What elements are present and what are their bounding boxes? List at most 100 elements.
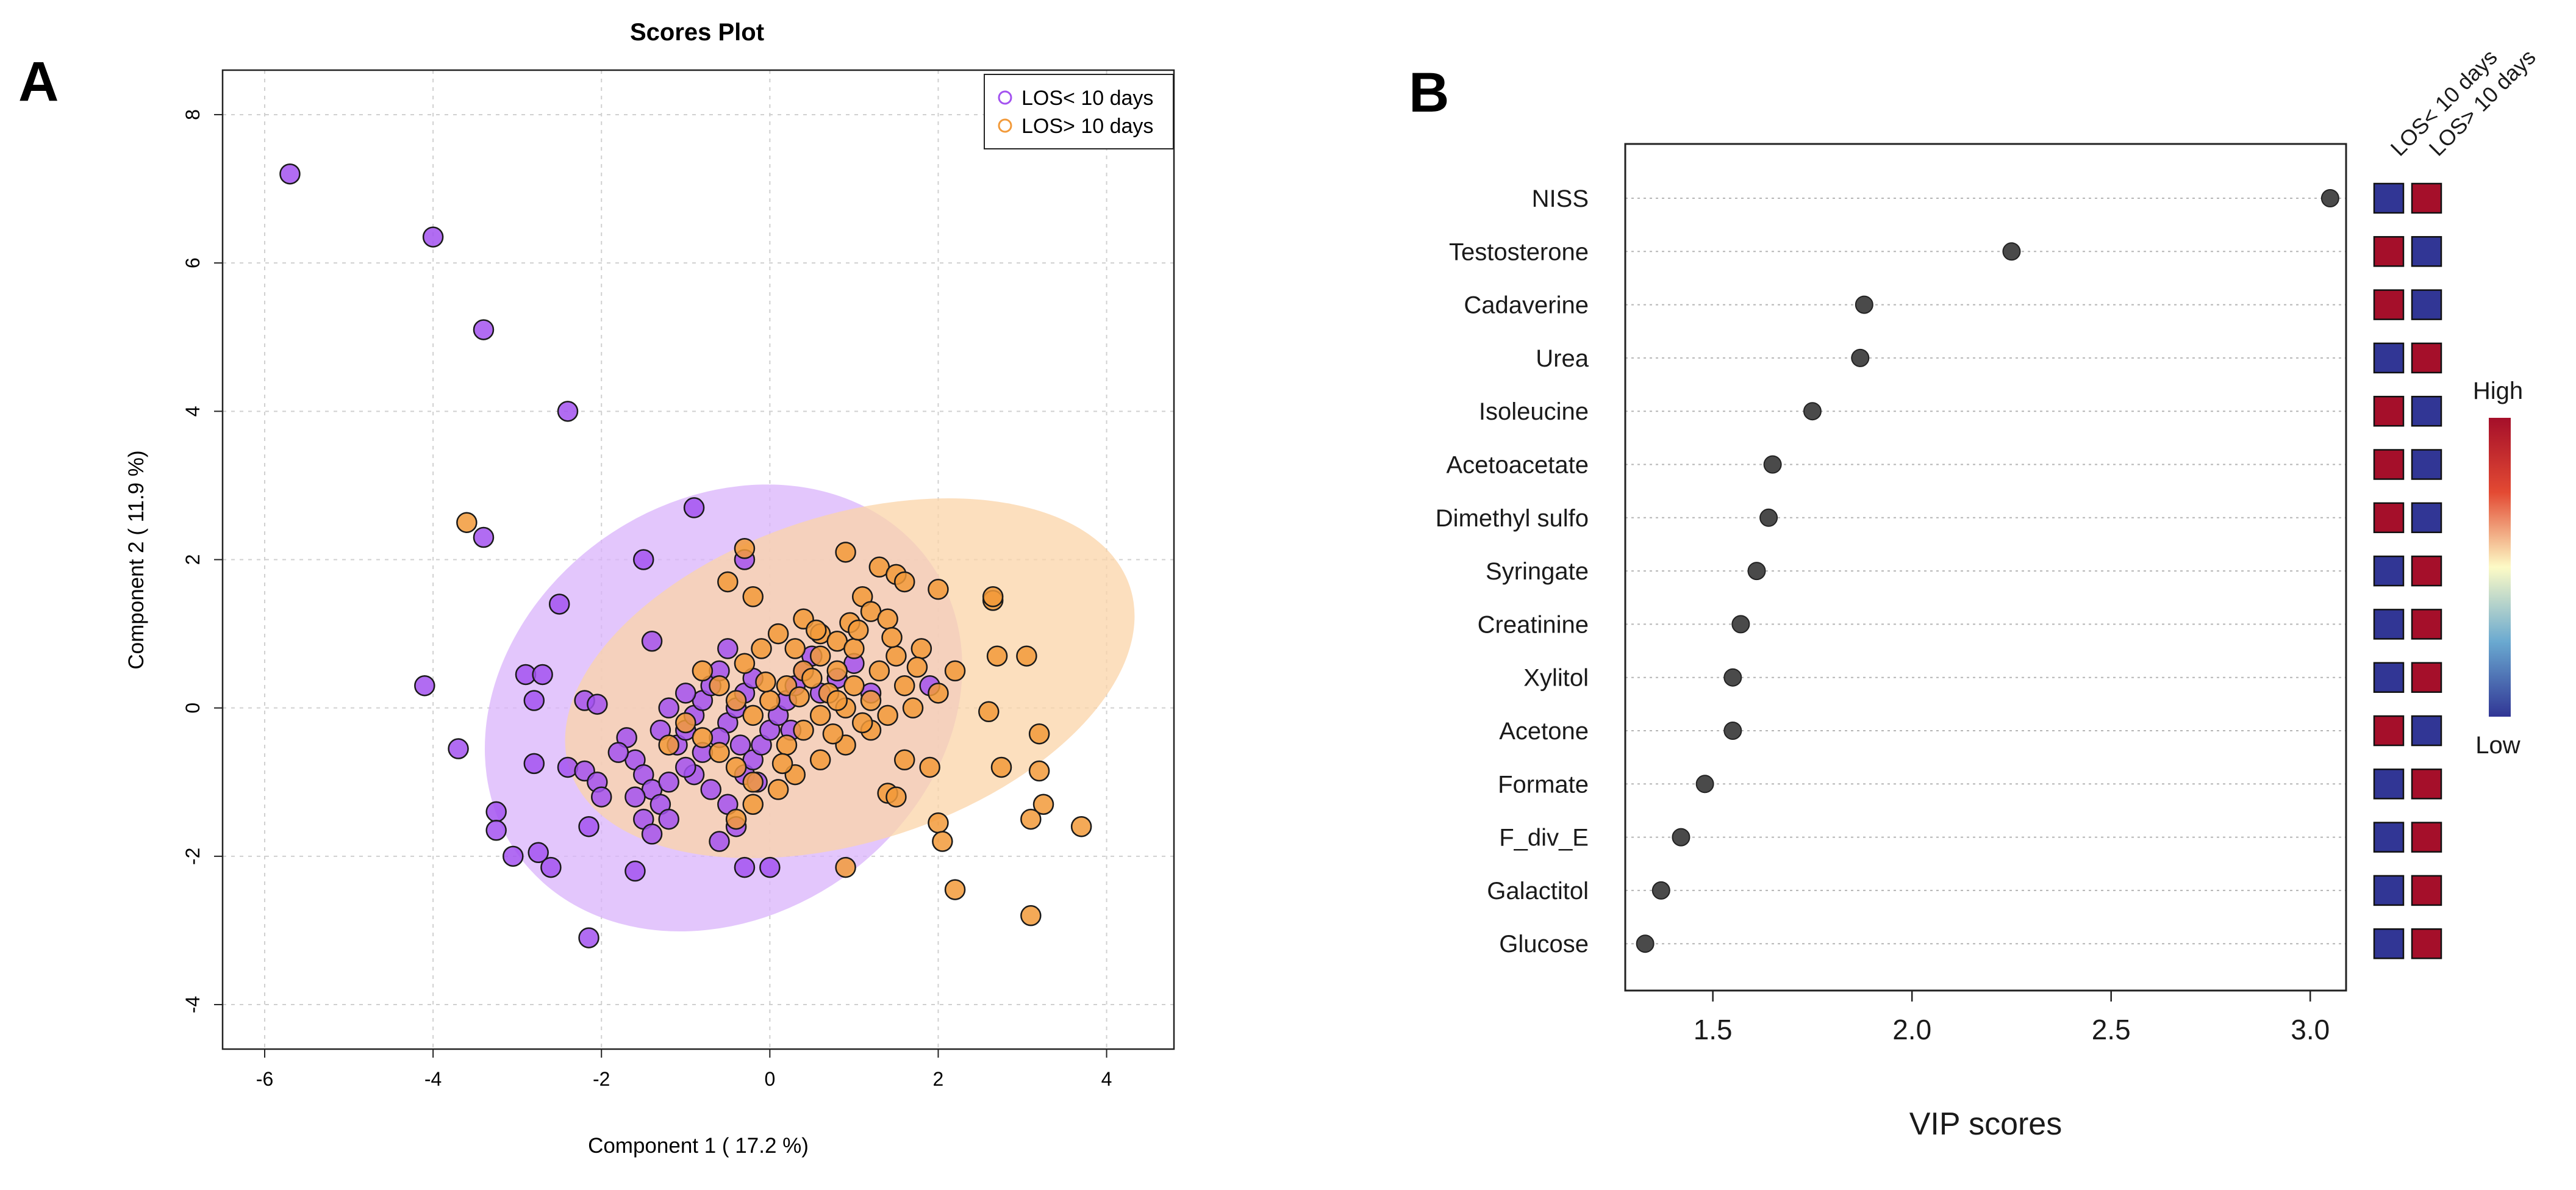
score-point-los-more: [893, 675, 915, 697]
score-point-los-less: [709, 831, 730, 852]
score-point-los-less: [503, 845, 524, 867]
scores-y-tick-label: 8: [182, 109, 204, 120]
vip-x-tick-label: 2.0: [1892, 1014, 1931, 1045]
scores-x-tick-label: -2: [593, 1068, 610, 1090]
colorbar-low-label: Low: [2475, 732, 2520, 759]
score-point-los-more: [755, 671, 776, 693]
heatmap-cell-los-more: [2411, 609, 2442, 640]
score-point-los-more: [692, 727, 714, 748]
heatmap-cell-los-less: [2373, 395, 2405, 427]
vip-point: [1759, 508, 1778, 527]
scores-y-tick-label: 4: [182, 406, 204, 417]
score-point-los-more: [986, 645, 1008, 667]
vip-point: [1636, 934, 1655, 953]
score-point-los-less: [641, 631, 663, 652]
heatmap-cell-los-more: [2411, 822, 2442, 853]
score-point-los-more: [742, 704, 764, 726]
score-point-los-less: [473, 526, 495, 548]
score-point-los-more: [826, 660, 848, 682]
score-point-los-less: [448, 738, 469, 759]
score-point-los-more: [789, 686, 810, 708]
score-point-los-more: [843, 638, 865, 659]
score-point-los-more: [1032, 794, 1054, 815]
vip-point: [1851, 348, 1870, 367]
vip-point: [1723, 722, 1742, 740]
score-point-los-less: [633, 549, 654, 570]
vip-point: [1747, 562, 1766, 581]
score-point-los-less: [729, 734, 751, 756]
heatmap-cell-los-less: [2373, 182, 2405, 214]
score-point-los-more: [801, 667, 823, 689]
scores-y-tick-label: -2: [182, 848, 204, 865]
score-point-los-more: [742, 586, 764, 608]
heatmap-cell-los-more: [2411, 928, 2442, 959]
legend-label-los-more: LOS> 10 days: [1021, 115, 1153, 138]
scores-x-tick-label: 4: [1101, 1068, 1112, 1090]
legend-label-los-less: LOS< 10 days: [1021, 87, 1153, 110]
heatmap-cell-los-more: [2411, 715, 2442, 747]
score-point-los-more: [928, 578, 949, 600]
heatmap-cell-los-less: [2373, 715, 2405, 747]
vip-x-tick-label: 1.5: [1694, 1014, 1733, 1045]
score-point-los-more: [759, 690, 781, 711]
scores-x-tick-label: -4: [424, 1068, 442, 1090]
heatmap-cell-los-more: [2411, 875, 2442, 906]
score-point-los-more: [822, 723, 844, 745]
score-point-los-less: [528, 842, 549, 864]
panel-a-label: A: [18, 51, 59, 113]
score-point-los-more: [906, 656, 928, 678]
score-point-los-more: [893, 571, 915, 593]
heatmap-cell-los-less: [2373, 609, 2405, 640]
vip-feature-label: Galactitol: [1487, 878, 1589, 905]
score-point-los-more: [806, 619, 827, 641]
score-point-los-less: [532, 664, 553, 686]
colorbar-high-label: High: [2473, 378, 2523, 404]
score-point-los-less: [675, 683, 696, 704]
score-point-los-more: [835, 542, 856, 563]
score-point-los-less: [590, 786, 612, 808]
vip-feature-label: Glucose: [1499, 931, 1589, 958]
heatmap-cell-los-more: [2411, 182, 2442, 214]
score-point-los-less: [607, 742, 629, 763]
score-point-los-more: [843, 675, 865, 697]
scores-y-tick-label: -4: [182, 996, 204, 1013]
heatmap-cell-los-less: [2373, 662, 2405, 693]
vip-feature-labels: NISS Testosterone Cadaverine Urea Isoleucine…: [1436, 185, 1589, 958]
heatmap-cell-los-more: [2411, 236, 2442, 267]
scores-legend: LOS< 10 days LOS> 10 days: [984, 74, 1174, 149]
vip-plot: NISS Testosterone Cadaverine Urea Isoleucine…: [1436, 45, 2541, 1142]
vip-grid: [1625, 198, 2346, 945]
score-point-los-more: [881, 626, 903, 648]
heatmap-cell-los-less: [2373, 502, 2405, 534]
score-point-los-more: [982, 586, 1004, 608]
score-point-los-more: [886, 786, 907, 808]
score-point-los-less: [548, 593, 570, 615]
score-point-los-more: [709, 675, 730, 697]
score-point-los-less: [279, 163, 301, 185]
score-point-los-more: [734, 653, 756, 674]
score-point-los-more: [784, 638, 806, 659]
score-point-los-less: [658, 697, 679, 719]
score-point-los-more: [1016, 645, 1037, 667]
score-point-los-more: [851, 712, 873, 734]
score-point-los-less: [700, 779, 721, 800]
score-point-los-more: [944, 660, 966, 682]
score-point-los-more: [1020, 808, 1042, 830]
score-point-los-less: [578, 927, 599, 948]
heatmap-cell-los-more: [2411, 449, 2442, 480]
vip-x-ticks: 1.5 2.0 2.5 3.0: [1694, 991, 2330, 1045]
scores-points: [279, 163, 1092, 948]
score-point-los-more: [868, 660, 890, 682]
score-point-los-more: [717, 571, 739, 593]
score-point-los-more: [725, 756, 747, 778]
scores-y-tick-label: 2: [182, 554, 204, 565]
vip-point: [2320, 189, 2339, 207]
score-point-los-less: [624, 786, 646, 808]
vip-plot-frame: [1624, 143, 2347, 992]
score-point-los-more: [675, 712, 696, 734]
heatmap-cell-los-less: [2373, 342, 2405, 374]
score-point-los-more: [725, 690, 747, 711]
score-point-los-more: [776, 734, 798, 756]
vip-feature-label: Creatinine: [1478, 611, 1589, 638]
vip-feature-label: Testosterone: [1449, 238, 1589, 265]
